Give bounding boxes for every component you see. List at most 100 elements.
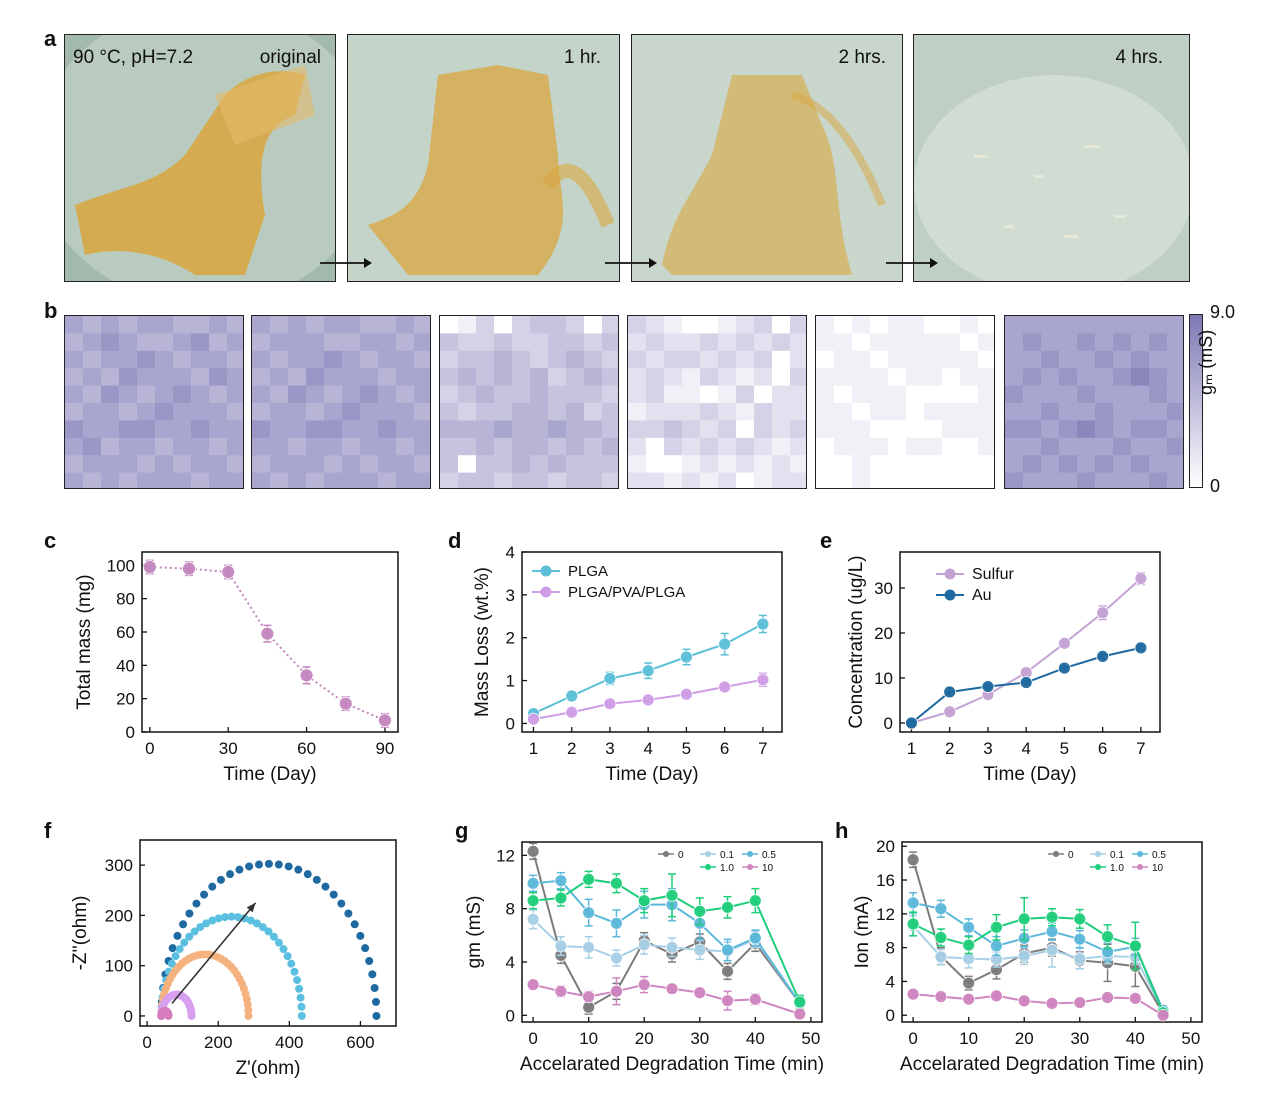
plot-frame xyxy=(901,841,1203,1023)
heatmap-cell xyxy=(718,472,737,488)
heatmap-cell xyxy=(772,455,791,474)
heatmap-cell xyxy=(664,350,683,369)
heatmap-cell xyxy=(458,385,477,404)
heatmap-cell xyxy=(978,316,994,334)
heatmap-cell xyxy=(530,455,549,474)
heatmap-cell xyxy=(1077,403,1096,421)
heatmap-cell xyxy=(191,316,210,334)
heatmap-cell xyxy=(602,403,618,421)
heatmap-cell xyxy=(906,403,925,421)
data-point xyxy=(680,687,693,701)
data-point xyxy=(234,913,243,922)
heatmap-cell xyxy=(700,316,719,334)
data-point xyxy=(665,940,679,954)
heatmap-cell xyxy=(191,333,210,352)
heatmap-cell xyxy=(173,333,192,352)
heatmap-cell xyxy=(646,316,665,334)
heatmap-cell xyxy=(414,385,430,404)
data-point xyxy=(554,874,568,888)
heatmap-cell xyxy=(1059,368,1078,387)
x-tick-label: 6 xyxy=(720,739,729,758)
heatmap-cell xyxy=(870,316,889,334)
heatmap-2 xyxy=(251,315,431,489)
x-axis-title: Time (Day) xyxy=(605,764,698,785)
heatmap-cell xyxy=(440,403,459,421)
heatmap-cell xyxy=(270,368,289,387)
series-line xyxy=(911,577,1142,724)
heatmap-cell xyxy=(870,385,889,404)
colorbar-max: 9.0 xyxy=(1210,302,1236,322)
heatmap-cell xyxy=(252,385,271,404)
heatmap-cell xyxy=(530,316,549,334)
panel-label-c: c xyxy=(44,528,57,553)
heatmap-cell xyxy=(1059,350,1078,369)
heatmap-cell xyxy=(65,472,84,488)
heatmap-cell xyxy=(119,368,138,387)
heatmap-cell xyxy=(191,385,210,404)
heatmap-cell xyxy=(1023,350,1042,369)
heatmap-cell xyxy=(852,368,871,387)
heatmap-cell xyxy=(476,437,495,456)
heatmap-cell xyxy=(209,368,228,387)
heatmap-cell xyxy=(924,350,943,369)
y-axis-title: Concentration (ug/L) xyxy=(846,555,867,728)
heatmap-cell xyxy=(790,333,806,352)
heatmap-cell xyxy=(1059,316,1078,334)
heatmap-cell xyxy=(65,368,84,387)
heatmap-cell xyxy=(852,316,871,334)
heatmap-cell xyxy=(646,368,665,387)
data-point xyxy=(142,560,157,574)
heatmap-cell xyxy=(700,403,719,421)
plot-frame xyxy=(521,841,823,1023)
heatmap-cell xyxy=(1077,437,1096,456)
data-point xyxy=(1073,952,1087,966)
heatmap-cell xyxy=(960,333,979,352)
legend-marker xyxy=(1095,851,1101,857)
heatmap-cell xyxy=(324,403,343,421)
photo-original-illustration xyxy=(65,35,335,281)
heatmap-cell xyxy=(816,333,835,352)
data-point xyxy=(990,989,1003,1003)
heatmap-cell xyxy=(1077,316,1096,334)
x-tick-label: 2 xyxy=(567,739,576,758)
heatmap-cell xyxy=(137,437,156,456)
heatmap-cell xyxy=(191,437,210,456)
heatmap-cell xyxy=(476,403,495,421)
heatmap-cell xyxy=(924,385,943,404)
heatmap-cell xyxy=(414,316,430,334)
heatmap-cell xyxy=(834,333,853,352)
heatmap-cell xyxy=(270,316,289,334)
data-point xyxy=(164,1011,173,1020)
data-point xyxy=(582,1000,596,1014)
heatmap-cell xyxy=(494,403,513,421)
heatmap-cell xyxy=(512,472,531,488)
heatmap-cell xyxy=(270,350,289,369)
data-point xyxy=(721,964,734,978)
y-tick-label: 100 xyxy=(107,556,135,575)
heatmap-cell xyxy=(942,316,961,334)
x-tick-label: 4 xyxy=(1021,739,1030,758)
series-line xyxy=(913,993,1164,1017)
heatmap-cell xyxy=(1023,368,1042,387)
heatmap-cell xyxy=(119,385,138,404)
heatmap-cell xyxy=(360,437,379,456)
data-point xyxy=(934,990,948,1004)
heatmap-cell xyxy=(1149,403,1168,421)
heatmap-cell xyxy=(252,350,271,369)
heatmap-cell xyxy=(978,368,994,387)
data-point xyxy=(748,894,762,908)
heatmap-cell xyxy=(476,385,495,404)
heatmap-cell xyxy=(494,316,513,334)
data-point xyxy=(297,1011,306,1020)
heatmap-cell xyxy=(458,368,477,387)
x-tick-label: 7 xyxy=(1136,739,1145,758)
heatmap-cell xyxy=(209,333,228,352)
data-point xyxy=(361,944,370,953)
heatmap-cell xyxy=(458,316,477,334)
heatmap-cell xyxy=(1131,385,1150,404)
heatmap-cell xyxy=(1095,455,1114,474)
data-point xyxy=(185,909,194,918)
heatmap-cell xyxy=(834,455,853,474)
heatmap-cell xyxy=(754,437,773,456)
